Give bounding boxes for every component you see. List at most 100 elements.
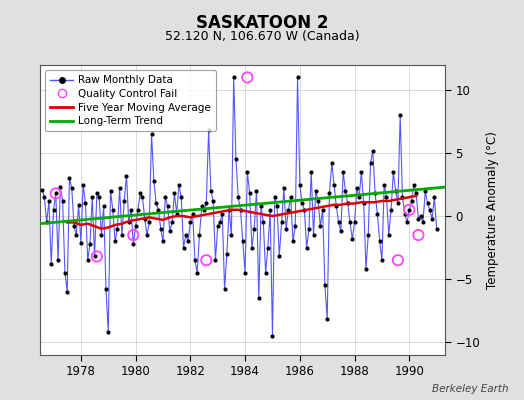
Point xyxy=(255,295,263,301)
Point xyxy=(56,184,64,190)
Point xyxy=(298,200,307,207)
Point xyxy=(234,194,243,200)
Point xyxy=(195,232,204,238)
Point xyxy=(405,206,413,213)
Point xyxy=(93,190,101,197)
Point xyxy=(351,219,359,226)
Point xyxy=(341,188,350,194)
Point xyxy=(106,188,115,194)
Point xyxy=(134,206,142,213)
Point xyxy=(159,238,167,244)
Point xyxy=(396,112,405,118)
Point xyxy=(77,239,85,246)
Point xyxy=(344,200,352,207)
Text: 52.120 N, 106.670 W (Canada): 52.120 N, 106.670 W (Canada) xyxy=(165,30,359,43)
Point xyxy=(51,190,60,197)
Point xyxy=(72,232,81,238)
Point xyxy=(250,226,258,232)
Point xyxy=(243,169,252,175)
Point xyxy=(90,253,99,260)
Point xyxy=(125,219,133,226)
Point xyxy=(223,251,231,257)
Point xyxy=(339,169,347,175)
Point xyxy=(264,244,272,251)
Point xyxy=(296,181,304,188)
Point xyxy=(241,270,249,276)
Point xyxy=(152,200,160,207)
Point xyxy=(328,160,336,166)
Point xyxy=(51,190,60,197)
Point xyxy=(414,232,422,238)
Point xyxy=(113,226,122,232)
Point xyxy=(428,216,436,222)
Point xyxy=(59,198,67,204)
Point xyxy=(42,219,51,226)
Point xyxy=(118,232,126,238)
Point xyxy=(312,188,320,194)
Point xyxy=(410,181,418,188)
Point xyxy=(368,147,377,154)
Point xyxy=(280,185,288,192)
Point xyxy=(405,206,413,213)
Point xyxy=(170,190,179,197)
Point xyxy=(97,232,106,238)
Point xyxy=(202,200,211,207)
Point xyxy=(366,160,375,166)
Point xyxy=(302,244,311,251)
Point xyxy=(284,206,292,213)
Point xyxy=(268,333,277,339)
Point xyxy=(321,282,329,289)
Point xyxy=(184,238,192,244)
Point xyxy=(232,156,240,162)
Point xyxy=(129,241,137,247)
Point xyxy=(136,190,145,197)
Point xyxy=(355,194,363,200)
Point xyxy=(230,74,238,81)
Point xyxy=(353,185,361,192)
Point xyxy=(166,228,174,234)
Point xyxy=(414,216,422,222)
Point xyxy=(359,200,368,207)
Point xyxy=(38,186,46,193)
Point xyxy=(206,188,215,194)
Point xyxy=(104,329,113,335)
Point xyxy=(300,206,309,213)
Point xyxy=(227,232,236,238)
Point xyxy=(61,270,69,276)
Point xyxy=(213,223,222,229)
Point xyxy=(307,169,315,175)
Point xyxy=(398,194,407,200)
Point xyxy=(68,185,76,192)
Point xyxy=(95,194,103,200)
Point xyxy=(177,194,185,200)
Point xyxy=(182,232,190,238)
Point xyxy=(346,219,354,226)
Point xyxy=(277,219,286,226)
Point xyxy=(334,219,343,226)
Point xyxy=(357,169,366,175)
Point xyxy=(236,206,245,213)
Point xyxy=(275,253,283,260)
Point xyxy=(378,257,386,264)
Point xyxy=(179,244,188,251)
Point xyxy=(132,223,140,229)
Point xyxy=(120,198,128,204)
Point xyxy=(394,200,402,207)
Point xyxy=(266,206,275,213)
Point xyxy=(40,194,49,200)
Point xyxy=(362,266,370,272)
Point xyxy=(253,188,261,194)
Point xyxy=(88,194,96,200)
Point xyxy=(289,238,297,244)
Point xyxy=(364,232,373,238)
Point xyxy=(45,198,53,204)
Point xyxy=(309,232,318,238)
Point xyxy=(204,127,213,134)
Point xyxy=(172,210,181,217)
Point xyxy=(387,206,395,213)
Point xyxy=(330,181,338,188)
Point xyxy=(314,198,322,204)
Point xyxy=(337,228,345,234)
Point xyxy=(323,316,331,323)
Point xyxy=(209,198,217,204)
